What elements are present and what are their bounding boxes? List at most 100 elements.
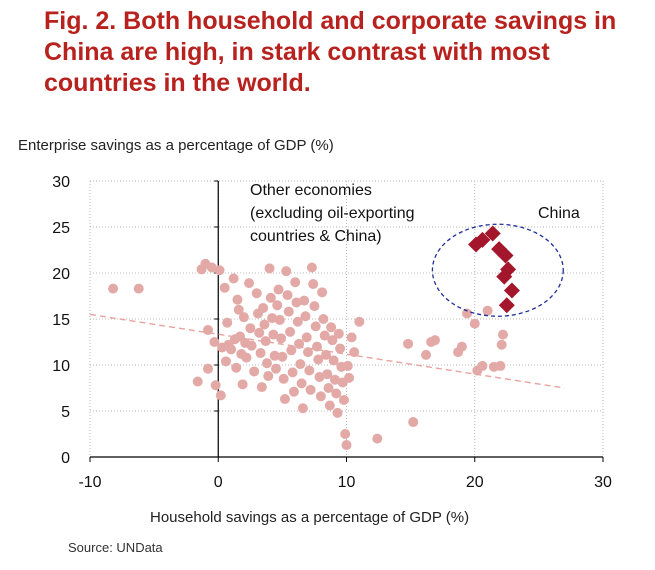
china-highlight-circle: [431, 223, 564, 317]
other-economies-annotation: Other economies (excluding oil-exporting c…: [250, 182, 415, 245]
data-point: [372, 433, 383, 444]
data-point: [256, 382, 267, 393]
data-point: [254, 327, 265, 338]
data-point: [267, 313, 278, 324]
data-point: [206, 262, 217, 273]
data-point: [265, 292, 276, 303]
x-tick-label: 10: [338, 474, 356, 491]
data-point: [210, 380, 221, 391]
y-tick-label: 5: [61, 404, 70, 421]
data-point: [245, 323, 256, 334]
data-point: [300, 311, 311, 322]
data-point: [292, 316, 303, 327]
data-point: [108, 283, 119, 294]
data-point: [346, 332, 357, 343]
data-point: [304, 365, 315, 376]
data-point: [328, 355, 339, 366]
data-point: [231, 362, 242, 373]
data-point: [294, 338, 305, 349]
data-point: [219, 282, 230, 293]
data-point: [277, 351, 288, 362]
china-data-point: [474, 231, 491, 248]
data-point: [228, 273, 239, 284]
data-point: [270, 363, 281, 374]
data-point: [462, 308, 473, 319]
data-point: [497, 329, 508, 340]
data-point: [261, 358, 272, 369]
data-point: [288, 386, 299, 397]
data-point: [308, 279, 319, 290]
data-point: [251, 288, 262, 299]
data-point: [313, 354, 324, 365]
data-point: [310, 321, 321, 332]
data-point: [342, 360, 353, 371]
data-point: [269, 350, 280, 361]
data-point: [301, 332, 312, 343]
data-point: [309, 301, 320, 312]
data-point: [264, 263, 275, 274]
data-point: [349, 347, 360, 358]
china-data-point: [484, 225, 501, 242]
annotation-line: Other economies: [250, 182, 372, 199]
data-point: [220, 356, 231, 367]
china-points: [431, 223, 564, 317]
data-point: [226, 344, 237, 355]
data-point: [296, 378, 307, 389]
y-tick-label: 25: [52, 220, 70, 237]
data-point: [329, 374, 340, 385]
y-tick-label: 15: [52, 312, 70, 329]
data-point: [268, 329, 279, 340]
x-tick-label: 0: [214, 474, 223, 491]
x-tick-label: -10: [78, 474, 101, 491]
data-point: [273, 284, 284, 295]
data-point: [233, 304, 244, 315]
data-point: [202, 363, 213, 374]
data-point: [279, 394, 290, 405]
y-tick-label: 10: [52, 358, 70, 375]
china-data-point: [503, 282, 520, 299]
data-point: [214, 265, 225, 276]
data-point: [318, 314, 329, 324]
data-point: [315, 391, 326, 402]
chart-title: Fig. 2. Both household and corporate sav…: [44, 7, 617, 97]
data-point: [285, 326, 296, 337]
data-point: [323, 383, 334, 393]
data-point: [222, 317, 233, 328]
data-point: [338, 394, 349, 405]
tick-labels: 0 5 10 15 20 25 30 -10 0 10 20 30: [52, 174, 612, 491]
data-point: [276, 333, 287, 344]
gridlines: [89, 180, 604, 458]
data-point: [237, 379, 248, 390]
data-point: [274, 314, 285, 325]
data-point: [133, 283, 144, 294]
data-point: [290, 277, 301, 288]
data-point: [297, 403, 308, 414]
data-point: [283, 306, 294, 317]
data-point: [482, 305, 493, 316]
data-point: [312, 341, 323, 352]
data-point: [319, 330, 330, 341]
annotations: Other economies (excluding oil-exporting c…: [250, 182, 580, 245]
x-axis-label: Household savings as a percentage of GDP…: [150, 509, 470, 526]
data-point: [344, 372, 355, 383]
data-point: [209, 337, 220, 347]
data-point: [354, 316, 365, 327]
china-data-point: [496, 268, 513, 285]
data-point: [215, 390, 226, 401]
data-point: [244, 278, 255, 289]
data-point: [263, 371, 274, 382]
data-point: [202, 325, 213, 336]
data-point: [241, 352, 252, 363]
data-point: [299, 295, 310, 306]
data-point: [320, 349, 331, 360]
y-tick-label: 20: [52, 266, 70, 283]
x-tick-label: 20: [466, 474, 484, 491]
y-axis-label: Enterprise savings as a percentage of GD…: [18, 137, 334, 154]
annotation-line: (excluding oil-exporting: [250, 205, 415, 222]
data-point: [258, 302, 269, 313]
data-point: [255, 348, 266, 359]
data-point: [259, 319, 270, 330]
data-point: [341, 440, 352, 451]
data-point: [326, 322, 337, 333]
data-point: [327, 335, 338, 346]
